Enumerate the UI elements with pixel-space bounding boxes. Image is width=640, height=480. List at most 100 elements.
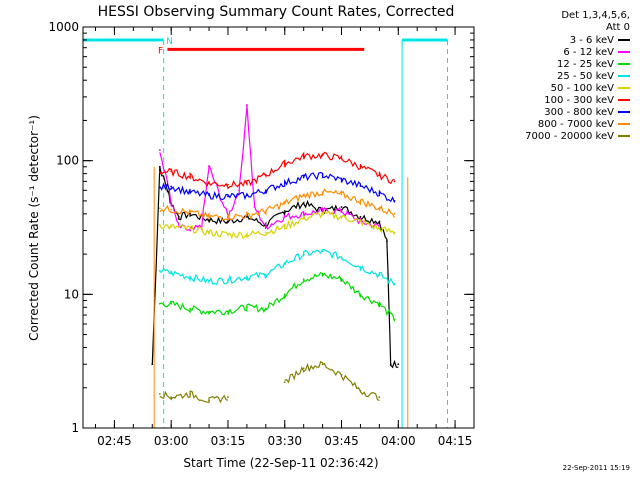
data-point bbox=[189, 392, 192, 395]
data-point bbox=[264, 307, 267, 310]
data-point bbox=[386, 240, 388, 243]
data-point bbox=[227, 220, 229, 223]
data-point bbox=[340, 193, 343, 196]
legend-entry-label: 300 - 800 keV bbox=[544, 106, 614, 118]
legend-swatch bbox=[618, 135, 630, 137]
data-point bbox=[340, 373, 343, 376]
data-point bbox=[151, 363, 154, 366]
data-point bbox=[264, 189, 267, 192]
series-line bbox=[159, 210, 396, 240]
y-tick-label: 10 bbox=[64, 287, 79, 301]
data-point bbox=[170, 170, 173, 173]
data-point bbox=[359, 200, 362, 202]
data-point bbox=[378, 207, 381, 210]
data-point bbox=[393, 212, 396, 215]
legend-swatch bbox=[618, 87, 630, 89]
data-point bbox=[340, 215, 343, 218]
data-point bbox=[264, 225, 267, 228]
legend-swatch bbox=[618, 123, 630, 125]
data-point bbox=[340, 256, 343, 258]
data-point bbox=[378, 174, 381, 176]
chart-title: HESSI Observing Summary Count Rates, Cor… bbox=[98, 4, 455, 20]
series-12-25-kev bbox=[158, 271, 396, 322]
data-point bbox=[359, 293, 362, 296]
data-point bbox=[283, 262, 286, 265]
y-tick-label: 1000 bbox=[48, 20, 79, 34]
night-marker-label: N bbox=[166, 37, 173, 47]
data-point bbox=[321, 191, 324, 194]
plot-frame bbox=[82, 26, 475, 429]
data-point bbox=[227, 195, 229, 198]
legend-entry-label: 25 - 50 keV bbox=[556, 70, 614, 82]
data-point bbox=[378, 192, 381, 195]
data-point bbox=[302, 367, 305, 370]
data-point bbox=[283, 293, 286, 296]
data-point bbox=[264, 231, 267, 234]
legend-entry: 7000 - 20000 keV bbox=[470, 130, 630, 142]
series-line bbox=[159, 271, 396, 322]
data-point bbox=[189, 276, 192, 278]
data-point bbox=[208, 194, 210, 197]
legend-entry-label: 50 - 100 keV bbox=[550, 82, 614, 94]
legend-header-line-2: Att 0 bbox=[605, 22, 630, 33]
data-point bbox=[302, 155, 305, 158]
data-point bbox=[245, 233, 248, 236]
x-tick-label: 03:15 bbox=[211, 434, 246, 448]
data-point bbox=[177, 215, 180, 218]
data-point bbox=[158, 269, 161, 272]
legend: Det 1,3,4,5,6, Att 0 3 - 6 keV 6 - 12 keV… bbox=[470, 10, 630, 142]
data-point bbox=[189, 211, 192, 214]
data-point bbox=[393, 200, 396, 202]
data-point bbox=[166, 180, 169, 183]
data-point bbox=[302, 212, 305, 215]
data-point bbox=[359, 184, 362, 187]
data-point bbox=[166, 189, 169, 192]
data-point bbox=[340, 278, 343, 281]
series-line bbox=[159, 360, 380, 404]
data-point bbox=[245, 104, 248, 107]
series-line bbox=[159, 187, 396, 221]
data-point bbox=[393, 318, 396, 321]
data-point bbox=[378, 227, 381, 230]
x-tick-label: 03:00 bbox=[154, 434, 189, 448]
series-800-7000-kev bbox=[158, 187, 396, 221]
data-point bbox=[245, 183, 248, 185]
data-point bbox=[189, 191, 192, 194]
data-point bbox=[321, 210, 324, 212]
data-point bbox=[189, 227, 192, 230]
data-point bbox=[393, 282, 396, 285]
data-point bbox=[158, 165, 161, 168]
data-point bbox=[208, 231, 210, 234]
data-point bbox=[340, 210, 343, 212]
legend-entry-label: 100 - 300 keV bbox=[544, 94, 614, 106]
series-line bbox=[159, 171, 396, 203]
data-point bbox=[245, 306, 248, 309]
data-point bbox=[245, 215, 248, 218]
data-point bbox=[158, 171, 161, 174]
data-point bbox=[283, 215, 286, 218]
x-tick-label: 04:15 bbox=[438, 434, 473, 448]
legend-entry-label: 3 - 6 keV bbox=[569, 34, 614, 46]
data-point bbox=[321, 363, 324, 366]
legend-entry: 800 - 7000 keV bbox=[470, 118, 630, 130]
data-point bbox=[359, 165, 362, 168]
data-point bbox=[170, 302, 173, 305]
data-point bbox=[283, 225, 286, 228]
data-point bbox=[389, 363, 392, 366]
data-point bbox=[302, 253, 305, 255]
legend-swatch bbox=[618, 39, 630, 41]
legend-entry: 100 - 300 keV bbox=[470, 94, 630, 106]
data-point bbox=[227, 183, 229, 186]
data-point bbox=[208, 215, 210, 218]
data-point bbox=[170, 225, 173, 228]
data-point bbox=[189, 212, 192, 215]
legend-swatch bbox=[618, 63, 630, 65]
data-point bbox=[340, 157, 343, 160]
data-point bbox=[302, 217, 305, 220]
data-point bbox=[158, 392, 161, 395]
data-point bbox=[264, 210, 267, 212]
data-point bbox=[302, 202, 305, 205]
data-point bbox=[208, 399, 210, 402]
legend-swatch bbox=[618, 99, 630, 101]
